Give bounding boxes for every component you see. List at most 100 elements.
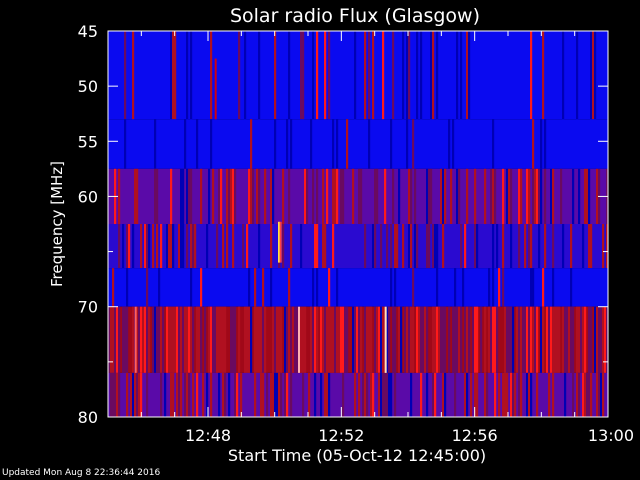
spectrogram-column [380,372,383,417]
spectrogram-column [562,306,565,373]
spectrogram-column [314,224,317,269]
spectrogram-column [172,372,175,417]
spectrogram-column [548,372,551,417]
spectrogram-column [190,31,193,120]
spectrogram-column [258,168,261,224]
spectrogram-column [336,119,339,169]
spectrogram-column [380,224,383,269]
spectrogram-column [544,168,547,224]
spectrogram-column [518,168,521,224]
spectrogram-column [590,306,593,373]
spectrogram-column [468,306,471,373]
spectrogram-column [562,31,565,120]
spectrogram-column [552,168,555,224]
spectrogram-column [402,224,405,269]
spectrogram-column [494,372,497,417]
spectrogram-column [352,306,355,373]
plot-frame [107,30,609,418]
spectrogram-column [606,224,609,269]
spectrogram-column [330,306,333,373]
spectrogram-column [302,31,305,120]
spectrogram-column [322,306,325,373]
spectrogram-column [198,306,201,373]
spectrogram-column [410,306,413,373]
spectrogram-column [576,372,579,417]
spectrogram-column [602,372,605,417]
spectrogram-column [470,372,473,417]
spectrogram-column [186,224,189,269]
spectrogram-column [274,119,277,169]
spectrogram-column [326,372,329,417]
spectrogram-column [112,268,115,307]
spectrogram-column [554,306,557,373]
spectrogram-column [494,168,497,224]
spectrogram-column [464,306,467,373]
spectrogram-column [200,306,203,373]
spectrogram-column [506,372,509,417]
spectrogram-column [180,224,183,269]
spectrogram-column [380,306,383,373]
spectrogram-column [280,306,283,373]
spectrogram-column [406,306,409,373]
spectrogram-column [524,224,527,269]
spectrogram-column [122,306,125,373]
spectrogram-column [334,168,337,224]
spectrogram-column [400,306,403,373]
spectrogram-column [322,224,325,269]
spectrogram-column [306,168,309,224]
spectrogram-column [602,306,605,373]
spectrogram-column [324,31,327,120]
spectrogram-column [370,306,373,373]
spectrogram-column [496,224,499,269]
spectrogram-column [124,119,127,169]
spectrogram-column [324,224,327,269]
spectrogram-column [136,168,139,224]
spectrogram-column [362,372,365,417]
spectrogram-column [516,306,519,373]
spectrogram-column [146,268,149,307]
spectrogram-column [490,168,493,224]
spectrogram-column [328,306,331,373]
spectrogram-column [368,119,371,169]
spectrogram-column [226,224,229,269]
spectrogram-column [266,372,269,417]
spectrogram-column [484,168,487,224]
spectrogram-column [394,306,397,373]
spectrogram-column [260,306,263,373]
spectrogram-column [368,306,371,373]
spectrogram-column [260,372,263,417]
spectrogram-column [582,224,585,269]
spectrogram-column [570,268,573,307]
spectrogram-column [188,168,191,224]
x-tick-label: 13:00 [588,426,634,445]
spectrogram-column [212,306,215,373]
spectrogram-column [270,268,273,307]
spectrogram-column [502,268,505,307]
spectrogram-column [408,168,411,224]
spectrogram-column [254,306,257,373]
spectrogram-column [580,306,583,373]
spectrogram-column [234,372,237,417]
spectrogram-column [308,372,311,417]
spectrogram-column [134,168,137,224]
spectrogram-column [406,119,409,169]
spectrogram-column [458,306,461,373]
spectrogram-column [504,306,507,373]
spectrogram-column [438,306,441,373]
spectrogram-column [520,306,523,373]
spectrogram-column [344,306,347,373]
spectrogram-column [274,31,277,120]
spectrogram-column [498,372,501,417]
spectrogram-column [532,168,535,224]
spectrogram-column [194,224,197,269]
spectrogram-column [252,168,255,224]
spectrogram-column [202,372,205,417]
spectrogram-column [484,372,487,417]
spectrogram-column [148,224,151,269]
spectrogram-column [250,168,253,224]
spectrogram-column [422,306,425,373]
spectrogram-column [170,31,173,120]
spectrogram-column [178,224,181,269]
spectrogram-column [532,268,535,307]
spectrogram-column [132,372,135,417]
